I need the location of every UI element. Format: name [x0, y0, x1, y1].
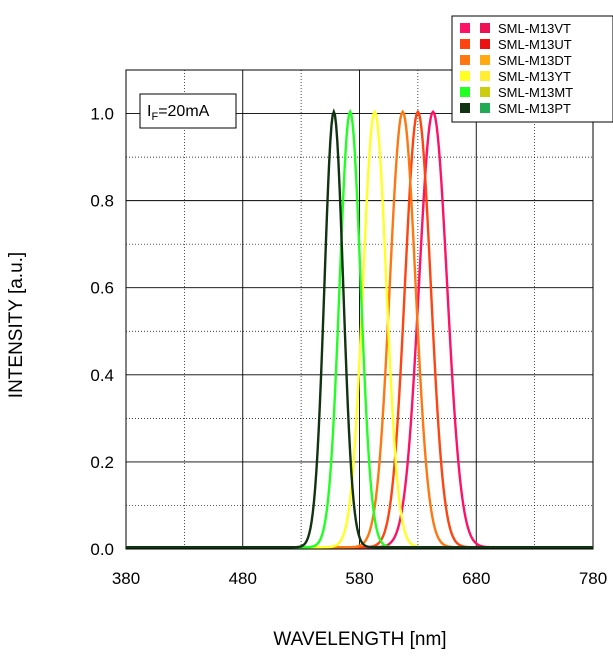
legend-swatch [480, 55, 490, 65]
y-tick-label: 0.0 [90, 540, 114, 559]
x-tick-label: 580 [345, 569, 373, 588]
y-tick-label: 0.6 [90, 279, 114, 298]
legend-swatch [480, 103, 490, 113]
legend-swatch [460, 55, 470, 65]
x-tick-label: 780 [579, 569, 607, 588]
y-tick-label: 0.4 [90, 366, 114, 385]
y-axis-title: INTENSITY [a.u.] [6, 252, 27, 398]
legend-swatch [460, 23, 470, 33]
legend: SML-M13VTSML-M13UTSML-M13DTSML-M13YTSML-… [451, 15, 613, 123]
legend-swatch [480, 71, 490, 81]
legend-swatch [480, 87, 490, 97]
legend-swatch [460, 39, 470, 49]
annotation-subscript: F [151, 111, 158, 123]
legend-swatch [460, 103, 470, 113]
annotation-prefix: I [147, 103, 151, 120]
legend-swatch [460, 71, 470, 81]
legend-label: SML-M13MT [498, 85, 573, 100]
legend-swatch [460, 87, 470, 97]
x-axis-title: WAVELENGTH [nm] [273, 629, 446, 650]
svg-text:IF=20mA: IF=20mA [147, 103, 210, 123]
y-tick-label: 0.2 [90, 453, 114, 472]
legend-label: SML-M13UT [498, 37, 572, 52]
x-tick-label: 380 [112, 569, 140, 588]
y-tick-label: 1.0 [90, 105, 114, 124]
legend-label: SML-M13VT [498, 21, 571, 36]
tick-labels: 380 480 580 680 780 0.0 0.2 0.4 0.6 0.8 1.0 [90, 105, 607, 588]
x-tick-label: 680 [462, 569, 490, 588]
legend-swatch [480, 39, 490, 49]
annotation-suffix: =20mA [158, 103, 209, 120]
x-tick-label: 480 [229, 569, 257, 588]
series-line-6 [126, 108, 593, 549]
legend-label: SML-M13YT [498, 69, 571, 84]
y-tick-label: 0.8 [90, 192, 114, 211]
legend-label: SML-M13PT [498, 101, 571, 116]
legend-label: SML-M13DT [498, 53, 572, 68]
legend-swatch [480, 23, 490, 33]
condition-annotation: IF=20mA [139, 93, 237, 129]
series-group [126, 108, 593, 549]
legend-box [451, 15, 613, 123]
